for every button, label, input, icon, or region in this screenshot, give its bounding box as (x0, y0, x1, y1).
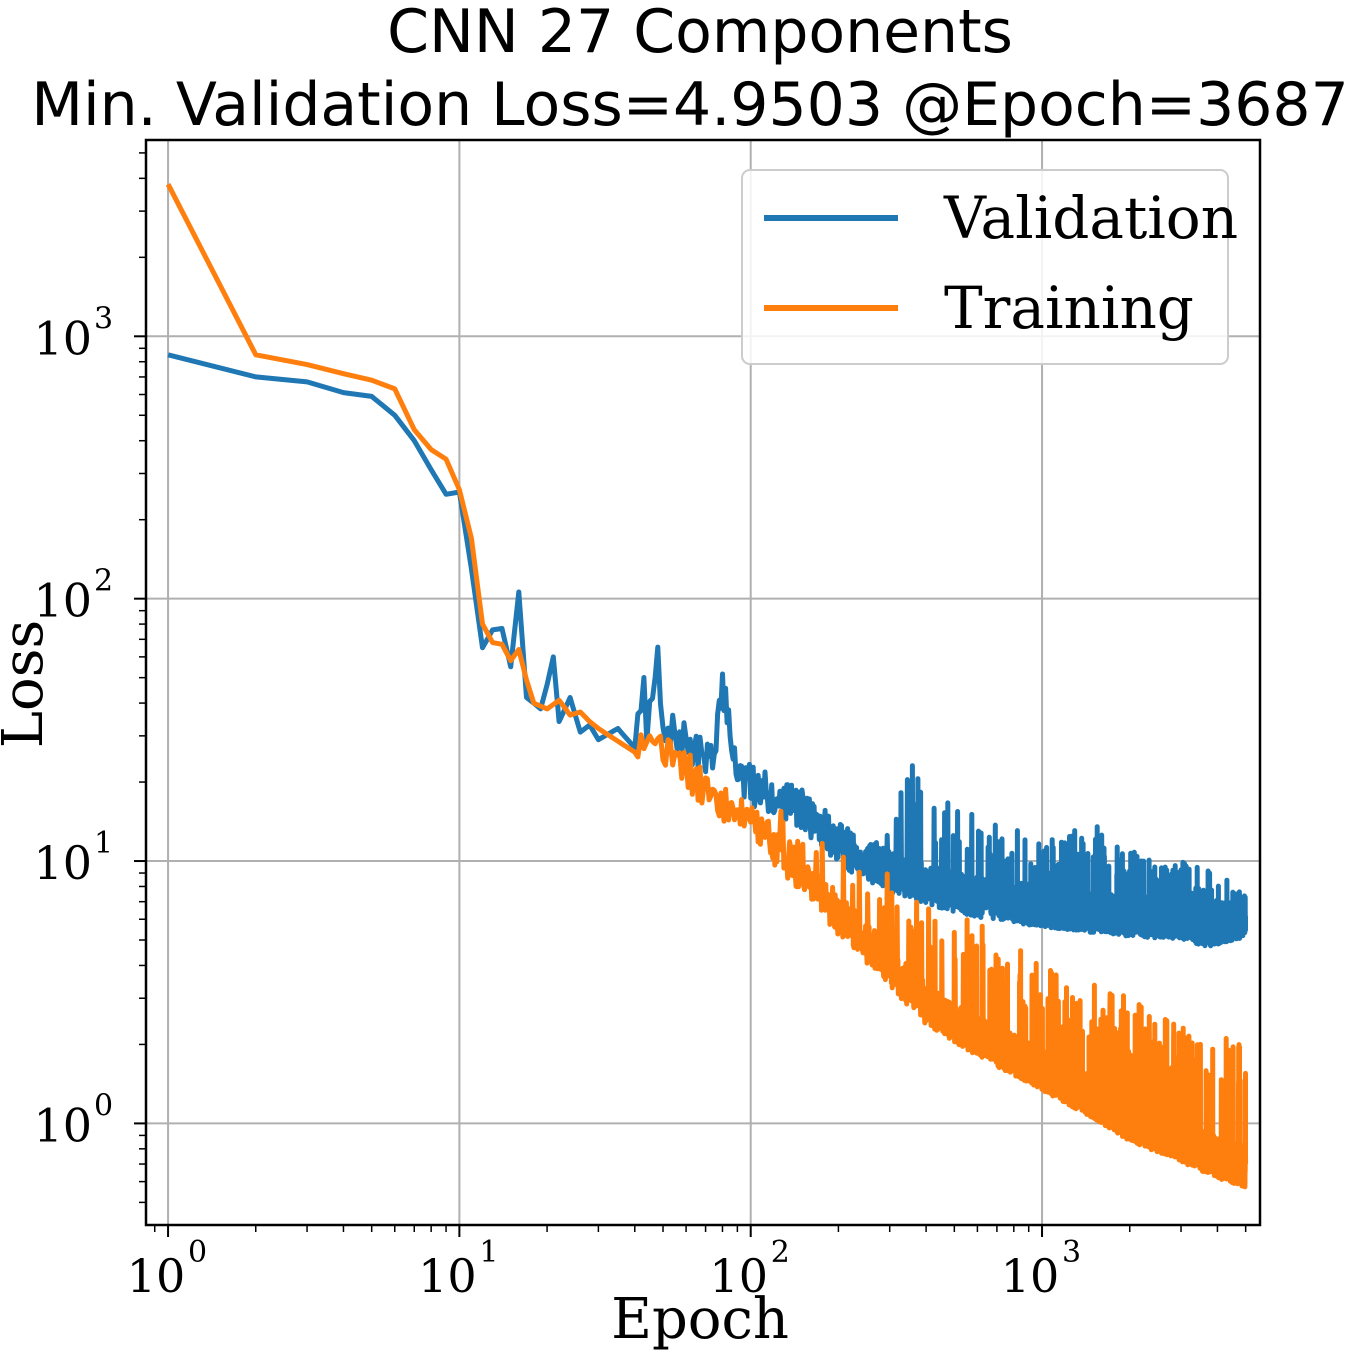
x-tick-exponent: 0 (188, 1235, 207, 1270)
y-tick-exponent: 0 (94, 1088, 113, 1123)
y-tick-label: 10 (33, 574, 92, 628)
x-tick-label: 10 (127, 1249, 186, 1303)
x-tick-label: 10 (418, 1249, 477, 1303)
y-tick-exponent: 1 (94, 826, 113, 861)
legend: Validation Training (741, 169, 1238, 365)
x-tick-label: 10 (709, 1249, 768, 1303)
chart-title: CNN 27 Components (387, 0, 1013, 67)
y-tick-exponent: 3 (94, 301, 113, 336)
y-tick-label: 10 (33, 1098, 92, 1152)
series-lines (165, 183, 1249, 1190)
y-axis-label: Loss (0, 620, 56, 748)
y-tick-label: 10 (33, 836, 92, 890)
series-line-validation (167, 352, 1249, 949)
x-tick-exponent: 2 (771, 1235, 790, 1270)
legend-label-validation: Validation (943, 184, 1238, 252)
x-tick-label: 10 (1001, 1249, 1060, 1303)
x-tick-exponent: 3 (1062, 1235, 1081, 1270)
legend-label-training: Training (944, 274, 1194, 342)
series-line-training (165, 183, 1249, 1190)
chart-subtitle: Min. Validation Loss=4.9503 @Epoch=3687 (31, 70, 1348, 140)
plot-frame (144, 138, 1262, 1227)
axis-ticks: 10 0 10 1 10 2 10 310 010 110 210 3 (33, 301, 1081, 1303)
y-tick-label: 10 (33, 311, 92, 365)
y-tick-exponent: 2 (94, 564, 113, 599)
x-axis-label: Epoch (611, 1287, 789, 1350)
x-tick-exponent: 1 (479, 1235, 498, 1270)
